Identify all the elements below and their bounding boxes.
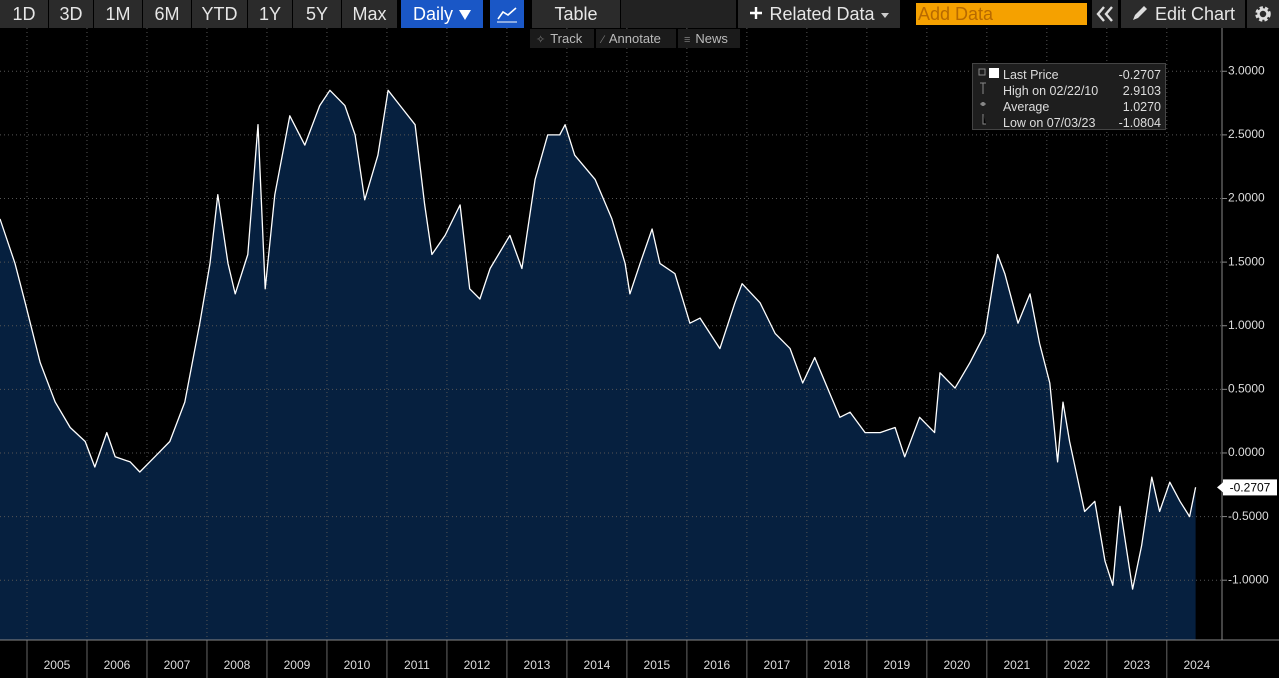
edit-chart-button[interactable]: Edit Chart bbox=[1121, 0, 1245, 28]
x-tick-label: 2010 bbox=[344, 658, 371, 672]
x-tick-label: 2023 bbox=[1123, 658, 1150, 672]
toolbar-spacer bbox=[621, 0, 736, 28]
legend: Last Price -0.2707 High on 02/22/10 2.9103 A… bbox=[972, 63, 1166, 130]
range-button[interactable]: 5Y bbox=[293, 0, 341, 28]
y-tick-label: -1.0000 bbox=[1228, 572, 1269, 586]
x-tick-label: 2014 bbox=[584, 658, 611, 672]
x-tick-label: 2024 bbox=[1183, 658, 1210, 672]
legend-value: -1.0804 bbox=[1118, 116, 1161, 130]
tool-label: Annotate bbox=[608, 31, 661, 46]
range-button[interactable]: 1D bbox=[0, 0, 48, 28]
x-tick-label: 2017 bbox=[764, 658, 791, 672]
tool-icon: ∕ bbox=[602, 34, 604, 46]
y-tick-label: 1.5000 bbox=[1228, 254, 1265, 268]
settings-button[interactable] bbox=[1247, 0, 1279, 28]
x-tick-label: 2019 bbox=[884, 658, 911, 672]
tool-label: News bbox=[695, 31, 728, 46]
related-data-label: Related Data bbox=[769, 4, 875, 24]
pencil-icon bbox=[1131, 4, 1155, 24]
y-tick-label: 0.0000 bbox=[1228, 445, 1265, 459]
chart-icon bbox=[497, 7, 517, 23]
legend-icons bbox=[978, 68, 999, 125]
dropdown-icon bbox=[459, 10, 471, 21]
plus-icon bbox=[749, 4, 769, 24]
table-button[interactable]: Table bbox=[532, 0, 620, 28]
x-tick-label: 2005 bbox=[44, 658, 71, 672]
x-tick-label: 2016 bbox=[704, 658, 731, 672]
tool-label: Track bbox=[550, 31, 583, 46]
price-line bbox=[0, 89, 1197, 590]
chart-type-button[interactable] bbox=[490, 0, 524, 28]
pencil bbox=[1132, 6, 1147, 20]
range-button[interactable]: 1M bbox=[94, 0, 142, 28]
legend-label: High on 02/22/10 bbox=[1003, 84, 1099, 98]
chart-tool[interactable]: ≡ News bbox=[678, 29, 740, 48]
y-tick-label: 3.0000 bbox=[1228, 63, 1265, 77]
y-tick-label: 2.5000 bbox=[1228, 127, 1265, 141]
range-button[interactable]: 3D bbox=[49, 0, 93, 28]
legend-row: Low on 07/03/23 -1.0804 bbox=[1003, 115, 1161, 131]
plus bbox=[750, 7, 763, 19]
add-data-input[interactable]: Add Data bbox=[916, 3, 1087, 25]
legend-row: High on 02/22/10 2.9103 bbox=[1003, 83, 1161, 99]
range-button[interactable]: Max bbox=[342, 0, 397, 28]
legend-row: Average 1.0270 bbox=[1003, 99, 1161, 115]
edit-chart-label: Edit Chart bbox=[1154, 4, 1236, 24]
x-tick-label: 2022 bbox=[1063, 658, 1090, 672]
area-fill bbox=[0, 90, 1196, 641]
last-price-label: -0.2707 bbox=[1230, 481, 1271, 495]
range-button[interactable]: 6M bbox=[143, 0, 191, 28]
range-button[interactable]: 1Y bbox=[248, 0, 292, 28]
gear bbox=[1255, 6, 1271, 22]
last-price-pointer bbox=[1217, 482, 1223, 493]
x-tick-label: 2020 bbox=[943, 658, 970, 672]
y-tick-label: 1.0000 bbox=[1228, 318, 1265, 332]
chart-tool[interactable]: ✧ Track bbox=[530, 29, 594, 48]
x-tick-label: 2011 bbox=[404, 658, 430, 672]
frequency-label: Daily bbox=[412, 4, 453, 24]
tool-icon: ✧ bbox=[536, 34, 546, 46]
x-tick-label: 2009 bbox=[284, 658, 311, 672]
tool-icon: ≡ bbox=[684, 34, 691, 46]
chevrons bbox=[1096, 6, 1113, 22]
legend-value: -0.2707 bbox=[1118, 68, 1161, 82]
y-tick-label: 0.5000 bbox=[1228, 382, 1265, 396]
x-tick-label: 2008 bbox=[224, 658, 251, 672]
x-tick-label: 2007 bbox=[164, 658, 191, 672]
x-tick-label: 2013 bbox=[524, 658, 551, 672]
x-tick-label: 2018 bbox=[824, 658, 851, 672]
y-tick-label: 2.0000 bbox=[1228, 191, 1265, 205]
legend-value: 1.0270 bbox=[1122, 100, 1161, 114]
legend-label: Low on 07/03/23 bbox=[1003, 116, 1096, 130]
legend-value: 2.9103 bbox=[1122, 84, 1161, 98]
legend-label: Average bbox=[1003, 100, 1050, 114]
x-tick-label: 2021 bbox=[1003, 658, 1030, 672]
related-data-button[interactable]: Related Data bbox=[738, 0, 900, 28]
chart-tool[interactable]: ∕ Annotate bbox=[596, 29, 676, 48]
range-button[interactable]: YTD bbox=[192, 0, 247, 28]
dropdown-icon bbox=[880, 12, 889, 18]
x-tick-label: 2012 bbox=[464, 658, 491, 672]
last-price-tag bbox=[1223, 479, 1277, 496]
y-tick-label: -0.5000 bbox=[1228, 509, 1269, 523]
legend-row: Last Price -0.2707 bbox=[1003, 67, 1161, 83]
frequency-button[interactable]: Daily bbox=[401, 0, 483, 28]
x-tick-label: 2015 bbox=[644, 658, 671, 672]
collapse-button[interactable] bbox=[1092, 0, 1118, 28]
legend-label: Last Price bbox=[1003, 68, 1059, 82]
x-tick-label: 2006 bbox=[104, 658, 131, 672]
